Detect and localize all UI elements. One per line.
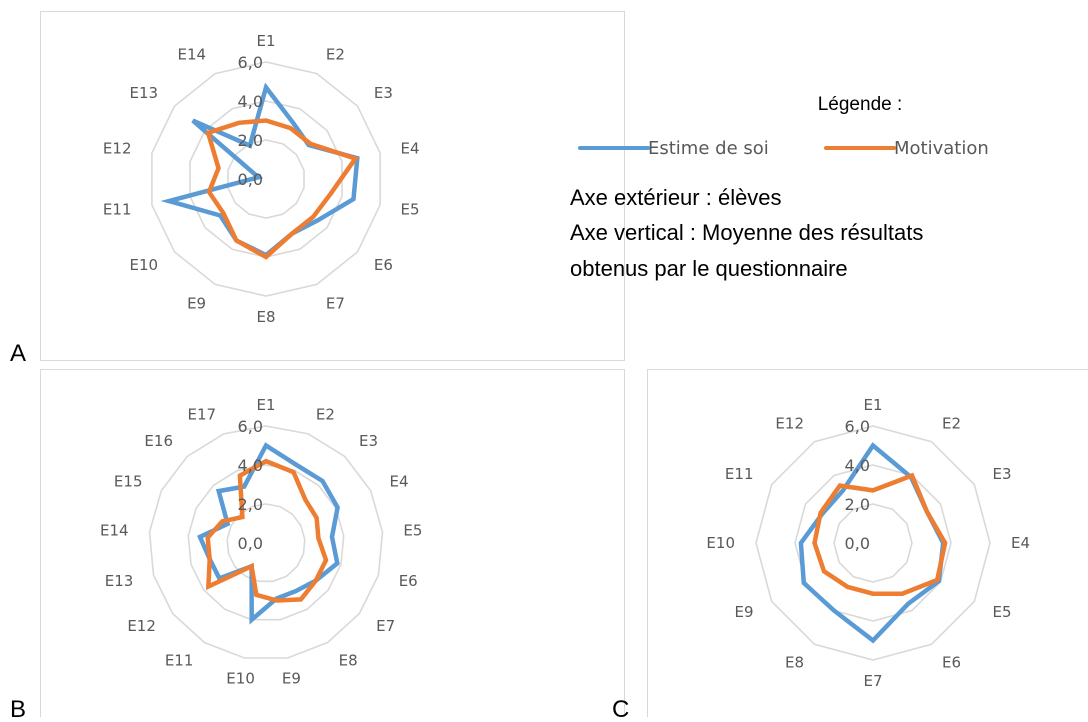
tick-label-c-0: 0,0 bbox=[845, 534, 870, 553]
category-label-a-e11: E11 bbox=[103, 201, 132, 219]
tick-label-b-1: 2,0 bbox=[238, 495, 263, 514]
category-label-a-e12: E12 bbox=[103, 139, 132, 157]
category-label-a-e8: E8 bbox=[256, 308, 275, 326]
category-label-c-e6: E6 bbox=[942, 654, 961, 672]
note-vertical-axis-cont: obtenus par le questionnaire bbox=[570, 256, 848, 281]
category-label-b-e12: E12 bbox=[127, 617, 156, 635]
category-label-a-e13: E13 bbox=[130, 84, 159, 102]
category-label-b-e1: E1 bbox=[256, 396, 275, 414]
tick-label-c-2: 4,0 bbox=[845, 456, 870, 475]
category-label-b-e6: E6 bbox=[399, 572, 418, 590]
category-label-b-e15: E15 bbox=[114, 473, 143, 491]
category-label-c-e9: E9 bbox=[734, 603, 753, 621]
category-label-b-e16: E16 bbox=[144, 432, 173, 450]
tick-label-b-0: 0,0 bbox=[238, 534, 263, 553]
legend-title: Légende : bbox=[818, 94, 903, 115]
note-vertical-axis: Axe vertical : Moyenne des résultats bbox=[570, 220, 923, 245]
category-label-c-e7: E7 bbox=[863, 672, 882, 690]
tick-label-a-1: 2,0 bbox=[238, 131, 263, 150]
category-label-a-e7: E7 bbox=[326, 294, 345, 312]
category-label-b-e8: E8 bbox=[339, 651, 358, 669]
category-label-c-e12: E12 bbox=[775, 415, 804, 433]
category-label-a-e4: E4 bbox=[401, 139, 420, 157]
category-label-a-e3: E3 bbox=[374, 84, 393, 102]
tick-label-a-2: 4,0 bbox=[238, 92, 263, 111]
tick-label-c-3: 6,0 bbox=[845, 417, 870, 436]
category-label-c-e10: E10 bbox=[706, 534, 735, 552]
tick-label-a-0: 0,0 bbox=[238, 170, 263, 189]
tick-label-b-2: 4,0 bbox=[238, 456, 263, 475]
panel-a-letter: A bbox=[10, 340, 26, 367]
tick-label-a-3: 6,0 bbox=[238, 53, 263, 72]
category-label-b-e5: E5 bbox=[403, 521, 422, 539]
category-label-a-e2: E2 bbox=[326, 46, 345, 64]
legend: Légende : Estime de soi Motivation bbox=[580, 94, 989, 159]
category-label-a-e6: E6 bbox=[374, 256, 393, 274]
category-label-c-e11: E11 bbox=[725, 465, 754, 483]
tick-label-c-1: 2,0 bbox=[845, 495, 870, 514]
tick-label-b-3: 6,0 bbox=[238, 417, 263, 436]
category-label-c-e8: E8 bbox=[785, 654, 804, 672]
category-label-a-e14: E14 bbox=[178, 46, 207, 64]
category-label-a-e10: E10 bbox=[130, 256, 159, 274]
category-label-b-e3: E3 bbox=[359, 432, 378, 450]
category-label-c-e1: E1 bbox=[863, 396, 882, 414]
category-label-b-e13: E13 bbox=[105, 572, 134, 590]
category-label-b-e14: E14 bbox=[100, 521, 129, 539]
category-label-b-e7: E7 bbox=[376, 617, 395, 635]
legend-label-motivation: Motivation bbox=[894, 138, 989, 159]
category-label-b-e4: E4 bbox=[390, 473, 409, 491]
category-label-b-e11: E11 bbox=[165, 651, 194, 669]
category-label-c-e5: E5 bbox=[993, 603, 1012, 621]
category-label-c-e3: E3 bbox=[993, 465, 1012, 483]
note-outer-axis: Axe extérieur : élèves bbox=[570, 185, 782, 210]
category-label-a-e9: E9 bbox=[187, 294, 206, 312]
category-label-a-e1: E1 bbox=[256, 32, 275, 50]
panel-b-letter: B bbox=[10, 696, 26, 717]
category-label-c-e2: E2 bbox=[942, 415, 961, 433]
category-label-b-e9: E9 bbox=[282, 670, 301, 688]
category-label-b-e2: E2 bbox=[316, 405, 335, 423]
category-label-b-e17: E17 bbox=[188, 405, 217, 423]
category-label-b-e10: E10 bbox=[226, 670, 255, 688]
category-label-c-e4: E4 bbox=[1011, 534, 1030, 552]
legend-label-estime: Estime de soi bbox=[648, 138, 769, 159]
panel-c-letter: C bbox=[612, 696, 629, 717]
category-label-a-e5: E5 bbox=[401, 201, 420, 219]
